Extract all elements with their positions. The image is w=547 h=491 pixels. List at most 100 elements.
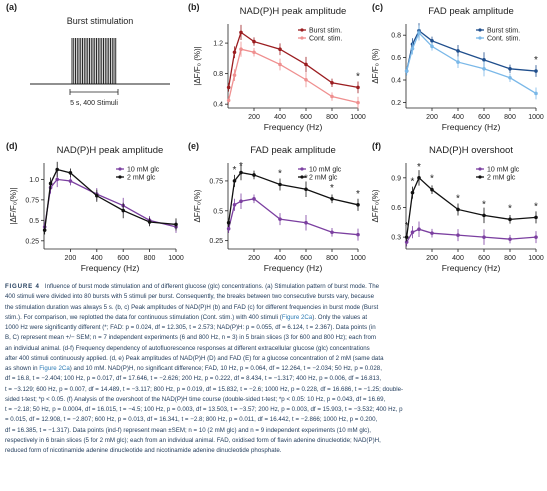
data-point [304,220,308,225]
data-point [482,67,486,71]
data-point [417,31,421,35]
caption-line-3: the stimulation duration was always 5 s.… [5,303,379,311]
x-tick-label: 800 [326,114,338,121]
x-axis-label: Frequency (Hz) [264,263,323,273]
x-tick-label: 200 [426,255,438,262]
data-point [456,233,460,237]
chart-title: FAD peak amplitude [250,145,336,156]
y-tick-label: 0.5 [213,208,223,215]
chart-title: NAD(P)H overshoot [429,145,513,156]
x-tick-label: 600 [117,255,129,262]
x-tick-label: 1000 [528,114,544,121]
x-axis-label: Frequency (Hz) [81,263,140,273]
data-point [278,217,282,221]
legend-label: 2 mM glc [309,175,338,182]
panel-a-title: Burst stimulation [67,16,134,26]
data-point [430,231,434,235]
data-point [404,235,409,239]
data-point [430,187,434,192]
significance-star: * [534,55,538,66]
data-point [508,75,512,80]
legend-label: 2 mM glc [487,175,516,182]
data-point [330,94,334,99]
data-point [252,197,256,201]
data-point [68,171,73,175]
y-tick-label: 0.2 [391,100,401,107]
series-line [228,171,359,223]
significance-star: * [534,201,538,212]
caption-line-6: B, C) represent mean +/− SEM; n = 7 inde… [5,334,376,342]
caption-line-12: sided t-test; *p < 0.05. (f) Analysis of… [5,395,386,403]
data-point [482,235,486,239]
legend-marker [118,175,122,179]
caption-line-2: 400 stimuli were divided into 80 bursts … [5,293,375,301]
significance-star: * [508,203,512,214]
series-line [406,176,537,238]
data-point [278,62,282,67]
y-tick-label: 0.25 [25,238,39,245]
significance-star: * [278,169,282,180]
x-axis-label: Frequency (Hz) [442,122,501,132]
y-tick-label: 0.8 [213,71,223,78]
data-point [42,228,47,232]
data-point [239,170,243,175]
data-point [456,207,460,212]
caption-line-5: 1000 Hz were significantly different (*;… [5,324,376,331]
data-point [239,30,243,35]
caption-head: FIGURE 4 [5,283,40,290]
data-point [404,69,409,73]
legend-marker [300,36,304,40]
legend-label: 10 mM glc [309,167,342,174]
data-point [417,176,421,180]
data-point [482,213,486,218]
x-tick-label: 200 [248,255,260,262]
stim-bars [71,38,117,84]
data-point [404,240,409,244]
legend-marker [300,175,304,179]
legend-marker [300,167,304,171]
x-tick-label: 1000 [350,114,366,121]
data-point [48,181,53,186]
data-point [430,44,434,49]
caption-line-16: respectively in 6 brain slices (5 for 2 … [5,436,381,444]
data-point [356,85,360,90]
x-tick-label: 600 [478,114,490,121]
legend-marker [300,28,304,32]
data-point [356,232,360,237]
legend-label: Burst stim. [309,28,342,35]
x-tick-label: 400 [274,114,286,121]
x-tick-label: 200 [426,114,438,121]
y-tick-label: 1.0 [29,177,39,184]
chart-e-fad-glc: FAD peak amplitude 0.25 0.5 0.75 200 400 600 80… [193,145,366,273]
data-point [239,199,243,204]
figure-link[interactable]: Figure 2Ca [281,313,313,321]
significance-star: * [417,162,421,173]
data-point [482,58,486,62]
legend-marker [118,167,122,171]
figure-link[interactable]: Figure 2Ca [39,365,70,372]
y-axis-label: ΔF/F₀(%) [193,189,202,222]
legend-marker [478,167,482,171]
data-point [456,60,460,64]
y-tick-label: 0.3 [391,235,401,242]
panel-e-label: (e) [188,141,199,151]
chart-title: NAD(P)H peak amplitude [57,145,164,156]
legend-label: Cont. stim. [487,36,521,43]
significance-star: * [356,189,360,200]
series-line [406,29,537,72]
data-point [232,50,237,55]
data-point [278,182,282,187]
y-tick-label: 0.4 [391,78,401,85]
data-point [410,190,415,195]
data-point [252,173,256,177]
chart-f-nadph-overshoot: NAD(P)H overshoot 0.3 0.6 0.9 200 400 600 800 10… [371,145,544,273]
data-point [508,237,512,241]
x-tick-label: 800 [504,114,516,121]
data-point [534,215,538,220]
x-tick-label: 600 [300,114,312,121]
legend-marker [478,175,482,179]
y-tick-label: 0.25 [209,238,223,245]
x-tick-label: 400 [91,255,103,262]
series-line [228,198,359,236]
x-tick-label: 400 [452,114,464,121]
